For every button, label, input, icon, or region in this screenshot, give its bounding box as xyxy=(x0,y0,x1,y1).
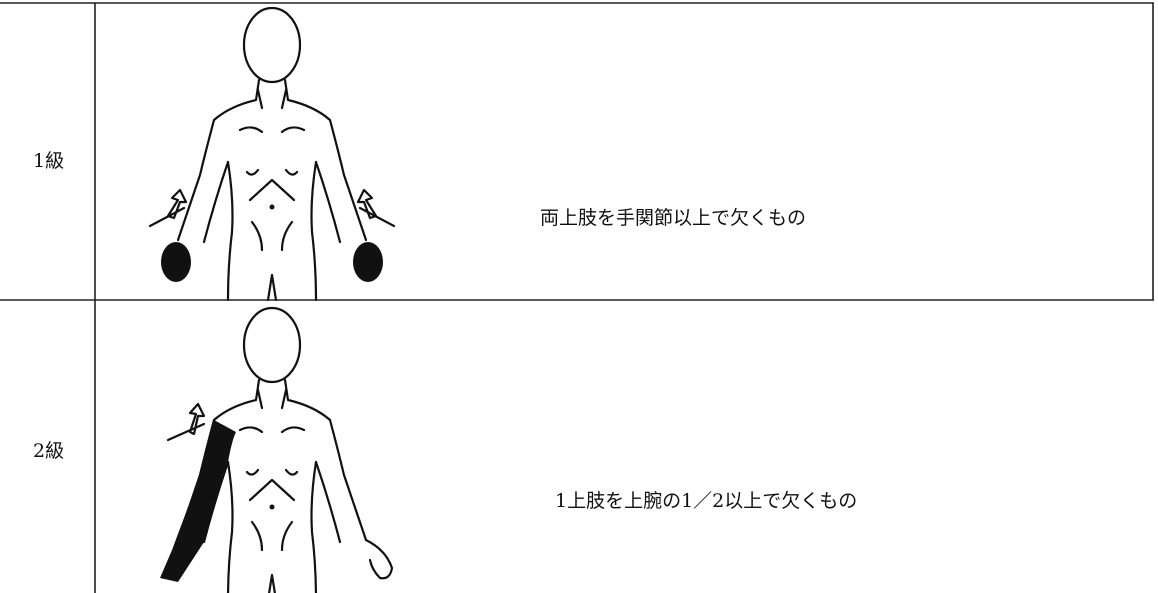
grade-label: 2級 xyxy=(33,440,64,462)
figure-grade-2 xyxy=(160,306,394,593)
description: 両上肢を手関節以上で欠くもの xyxy=(540,207,806,229)
figure-grade-1 xyxy=(148,6,396,302)
description: 1上肢を上腕の1／2以上で欠くもの xyxy=(555,490,857,512)
grade-label: 1級 xyxy=(33,150,64,172)
